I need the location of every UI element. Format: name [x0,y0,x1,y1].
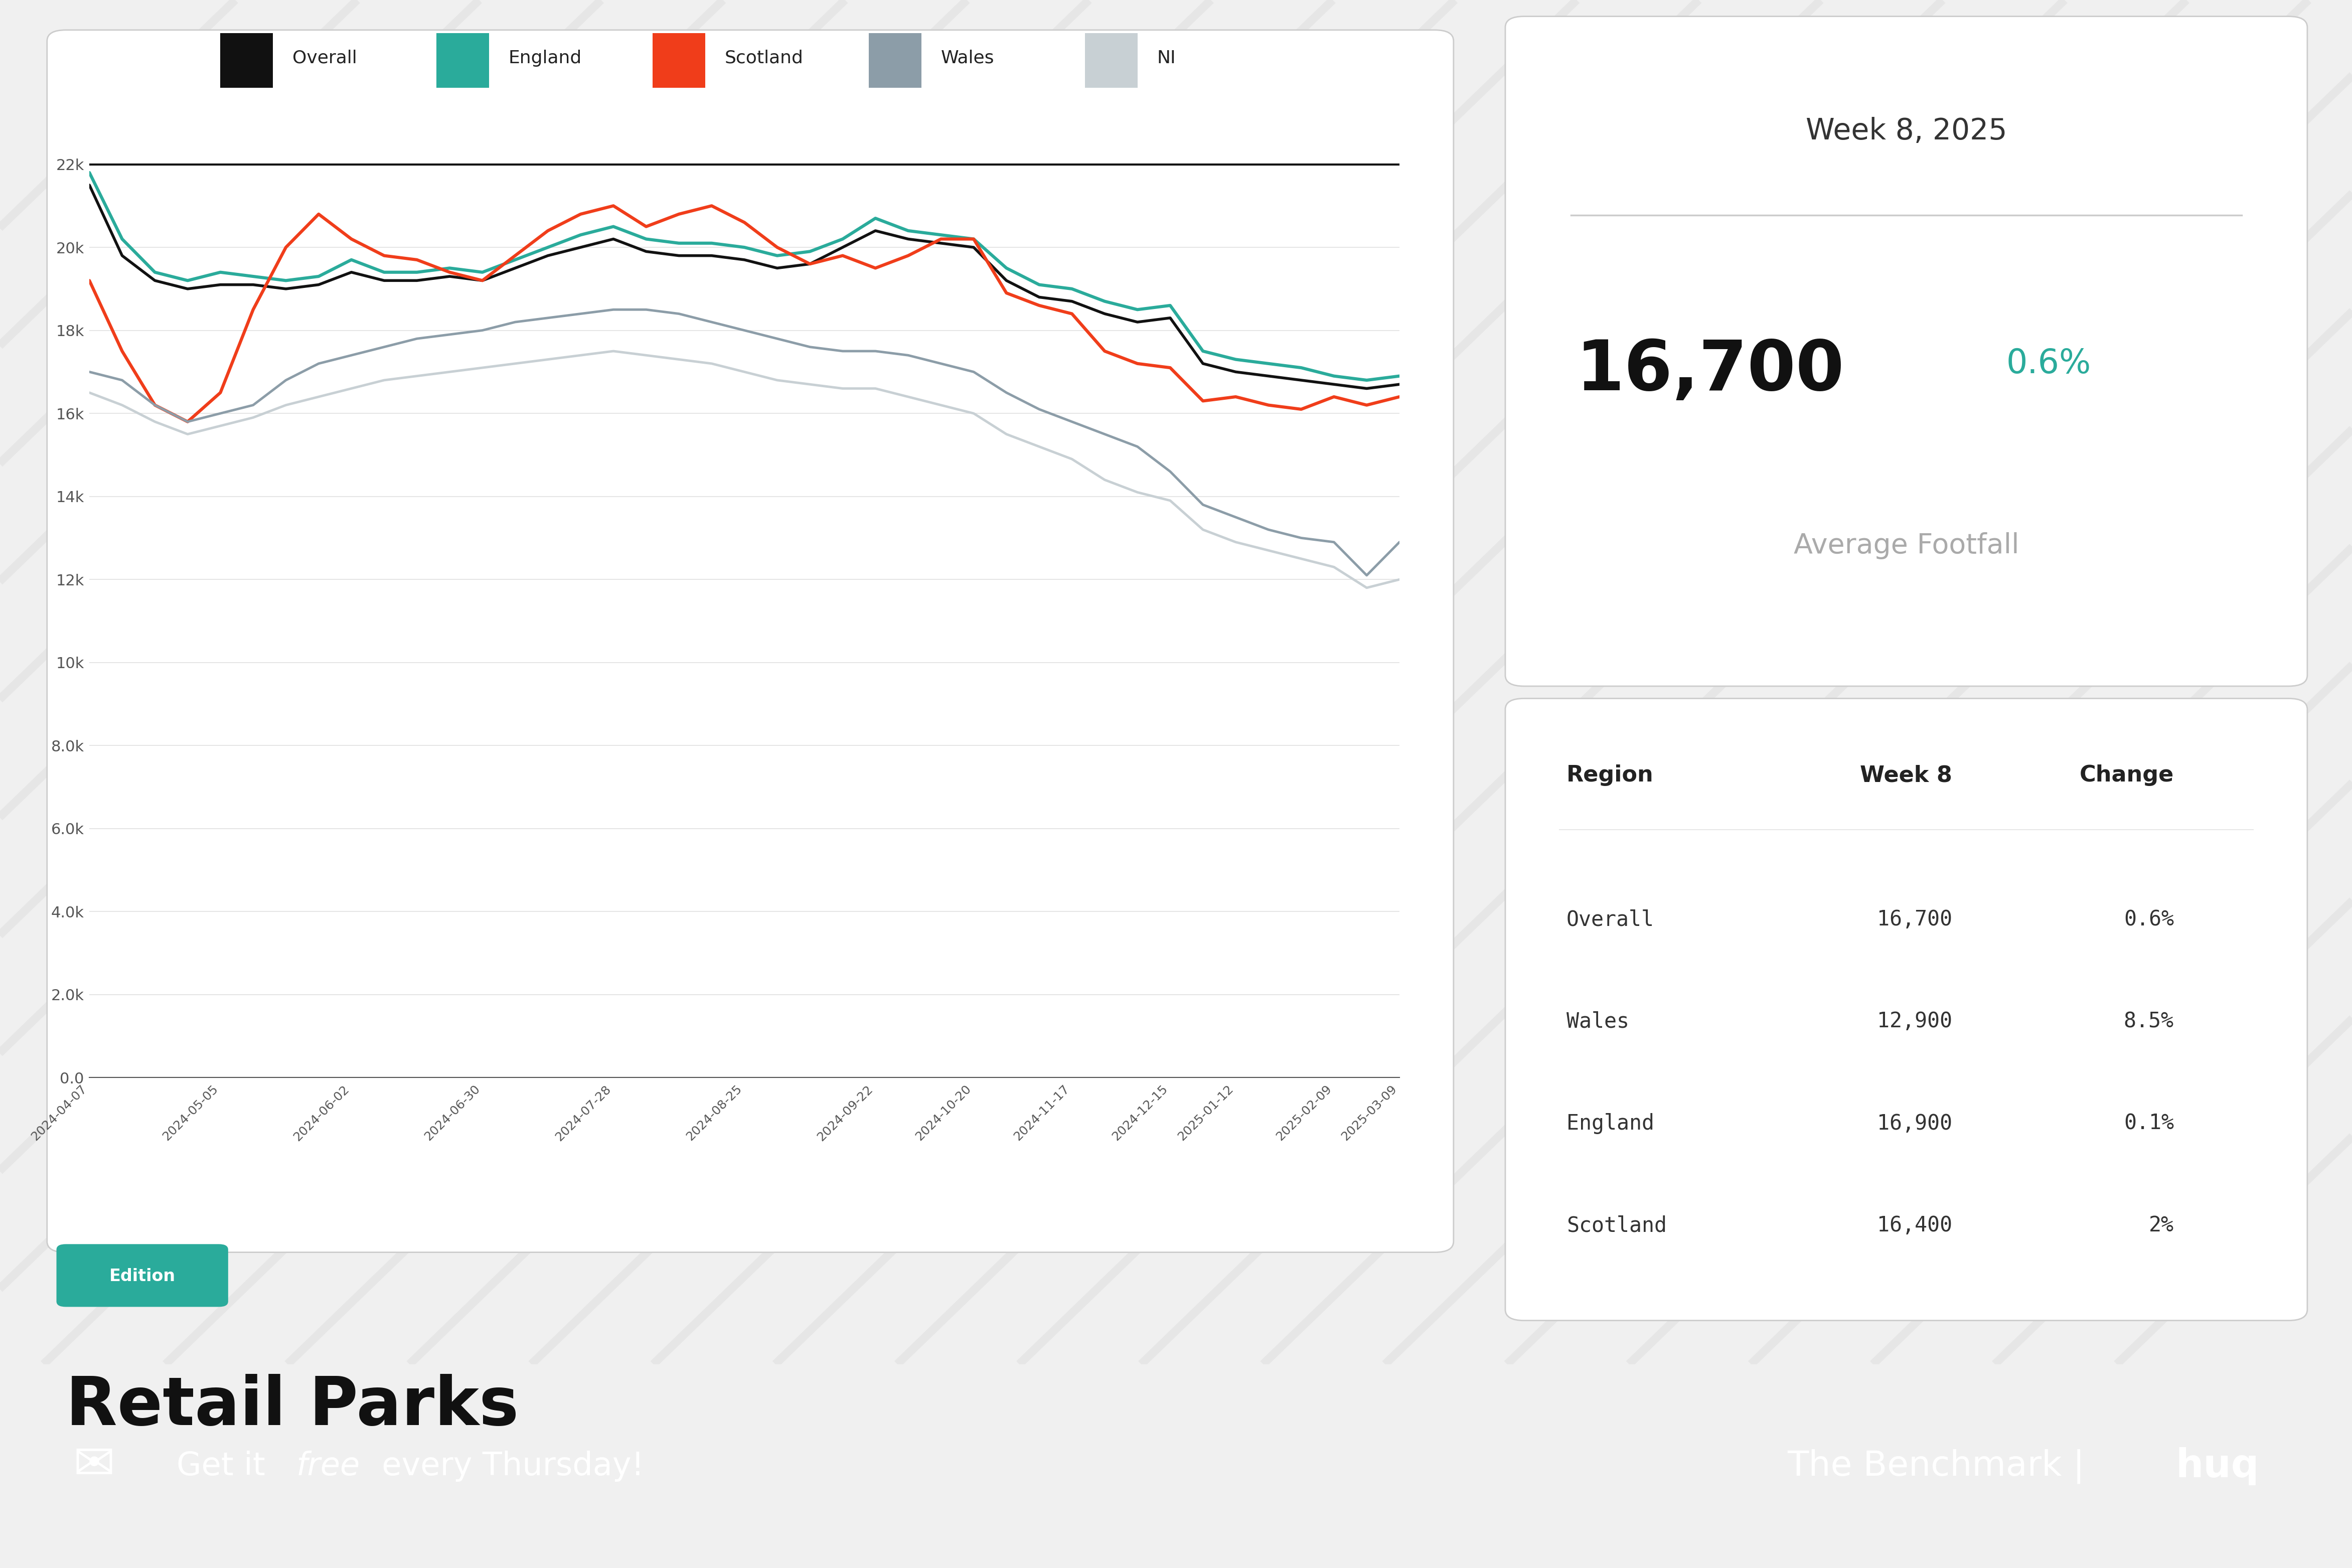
Text: 16,700: 16,700 [1576,337,1844,405]
FancyBboxPatch shape [221,33,273,88]
FancyBboxPatch shape [1505,16,2307,687]
Text: Region: Region [1566,765,1653,786]
Text: 0.6%: 0.6% [2124,909,2173,930]
Text: every Thursday!: every Thursday! [372,1450,644,1482]
Text: Wales: Wales [941,50,995,67]
Text: England: England [1566,1113,1653,1134]
Text: NI: NI [1157,50,1176,67]
Text: 16,700: 16,700 [1877,909,1952,930]
FancyBboxPatch shape [47,30,1454,1253]
Text: Overall: Overall [292,50,358,67]
Text: Scotland: Scotland [1566,1215,1668,1236]
Text: 2%: 2% [2150,1215,2173,1236]
FancyBboxPatch shape [56,1243,228,1306]
Text: Change: Change [2079,765,2173,786]
FancyBboxPatch shape [654,33,706,88]
Text: England: England [508,50,581,67]
Text: 16,900: 16,900 [1877,1113,1952,1134]
FancyBboxPatch shape [1084,33,1138,88]
Text: 0.1%: 0.1% [2124,1113,2173,1134]
Text: 8.5%: 8.5% [2124,1011,2173,1032]
Text: Edition: Edition [108,1269,176,1284]
Text: 16,400: 16,400 [1877,1215,1952,1236]
Text: huq: huq [2176,1447,2258,1485]
Text: Scotland: Scotland [724,50,804,67]
Text: Wales: Wales [1566,1011,1630,1032]
Text: ✉: ✉ [73,1441,115,1491]
Text: Week 8: Week 8 [1860,765,1952,786]
FancyBboxPatch shape [1505,698,2307,1320]
Text: Average Footfall: Average Footfall [1795,532,2018,560]
Text: free: free [296,1450,360,1482]
Text: Retail Parks: Retail Parks [66,1374,520,1439]
FancyBboxPatch shape [868,33,922,88]
Text: Get it: Get it [176,1450,275,1482]
Text: The Benchmark |: The Benchmark | [1788,1449,2096,1483]
Text: Overall: Overall [1566,909,1653,930]
Text: 12,900: 12,900 [1877,1011,1952,1032]
FancyBboxPatch shape [437,33,489,88]
Text: 0.6%: 0.6% [2006,348,2091,381]
Text: Week 8, 2025: Week 8, 2025 [1806,116,2006,146]
